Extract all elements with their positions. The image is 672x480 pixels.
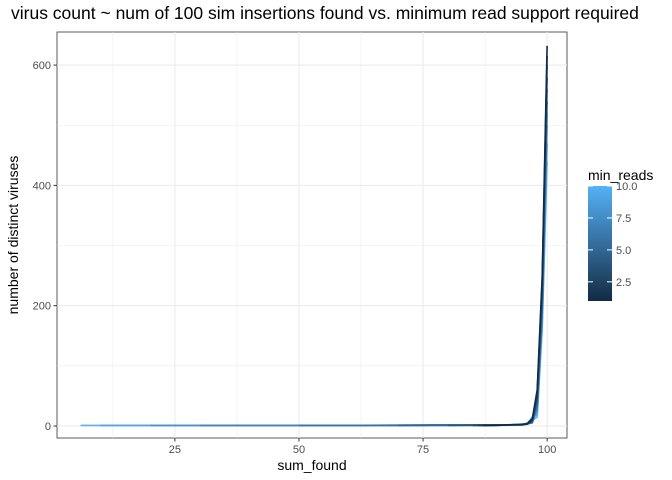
- plot-panel: [56, 31, 568, 439]
- x-axis: 25 50 75 100: [169, 438, 556, 456]
- x-axis-label: sum_found: [277, 457, 346, 473]
- y-tick-label: 600: [33, 60, 51, 72]
- x-tick-label: 25: [169, 444, 181, 456]
- legend-title: min_reads: [588, 167, 653, 183]
- chart-title: virus count ~ num of 100 sim insertions …: [11, 3, 639, 23]
- colorbar: [588, 186, 612, 301]
- legend-ticks: 2.5 5.0 7.5 10.0: [588, 181, 637, 289]
- series-lines: [80, 45, 548, 427]
- y-tick-label: 400: [33, 180, 51, 192]
- x-tick-label: 100: [538, 444, 556, 456]
- legend-label: 2.5: [616, 277, 631, 289]
- y-tick-label: 200: [33, 301, 51, 313]
- series-line-min-reads-1: [482, 45, 548, 427]
- legend-label: 7.5: [616, 213, 631, 225]
- legend-label: 10.0: [616, 181, 637, 193]
- y-tick-label: 0: [45, 421, 51, 433]
- legend-label: 5.0: [616, 245, 631, 257]
- legend: min_reads 2.5 5.0 7.5 10.0: [588, 167, 653, 301]
- x-tick-label: 75: [417, 444, 429, 456]
- y-axis: 0 200 400 600: [33, 60, 57, 433]
- x-tick-label: 50: [293, 444, 305, 456]
- grid: [57, 32, 567, 438]
- y-axis-label: number of distinct viruses: [5, 156, 21, 315]
